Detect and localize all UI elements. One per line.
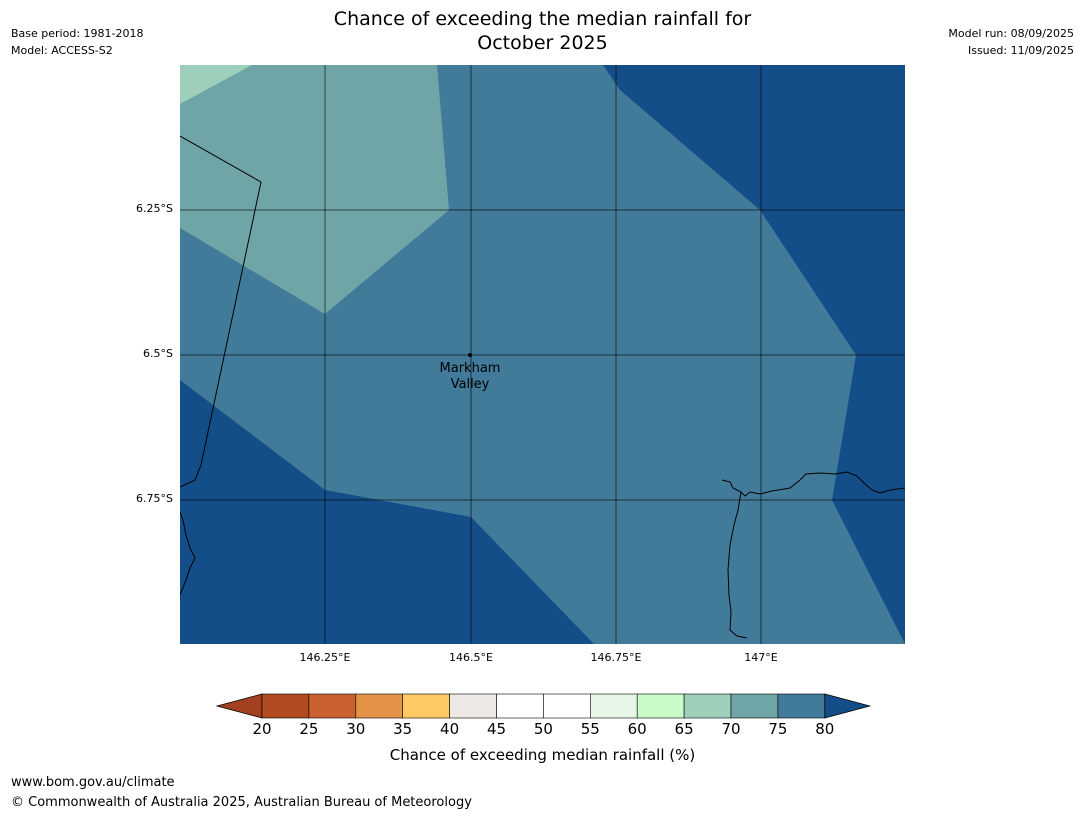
coastlines	[180, 135, 905, 639]
colorbar-swatch	[683, 693, 732, 719]
region-65-70	[180, 65, 252, 104]
colorbar-tick-label: 75	[768, 720, 788, 738]
lon-tick-146-75: 146.75°E	[590, 651, 642, 664]
lat-tick-6-5: 6.5°S	[143, 347, 173, 360]
colorbar-swatch	[636, 693, 685, 719]
colorbar-swatch	[543, 693, 591, 719]
lat-tick-6-75: 6.75°S	[136, 492, 173, 505]
colorbar-extend-high	[824, 693, 872, 719]
colorbar-swatch	[496, 693, 544, 719]
title-line-1: Chance of exceeding the median rainfall …	[333, 8, 752, 30]
title-line-2: October 2025	[477, 32, 608, 54]
colorbar-label: Chance of exceeding median rainfall (%)	[389, 746, 696, 764]
colorbar-tick-label: 30	[346, 720, 366, 738]
model-run-label: Model run: 08/09/2025	[948, 27, 1074, 40]
colorbar-tick-label: 40	[440, 720, 460, 738]
colorbar-swatches	[215, 693, 872, 719]
colorbar-tick-label: 70	[721, 720, 741, 738]
colorbar-tick-label: 60	[627, 720, 647, 738]
colorbar-extend-low	[215, 693, 263, 719]
coastline-west	[180, 511, 196, 596]
lon-tick-146-25: 146.25°E	[299, 651, 351, 664]
border-line	[180, 135, 262, 488]
coastline-east	[721, 471, 905, 497]
colorbar-tick-label: 55	[580, 720, 600, 738]
graticule	[180, 65, 905, 644]
colorbar-tick-label: 65	[674, 720, 694, 738]
colorbar-tick-label: 45	[486, 720, 507, 738]
colorbar-swatch	[589, 693, 638, 719]
region-80-plus-southwest	[180, 380, 594, 644]
region-70-75	[180, 65, 449, 314]
lon-tick-147: 147°E	[744, 651, 778, 664]
page-title: Chance of exceeding the median rainfall …	[0, 7, 1085, 55]
colorbar-tick-label: 50	[533, 720, 553, 738]
website-link[interactable]: www.bom.gov.au/climate	[11, 775, 175, 790]
place-label-line-2: Valley	[451, 377, 490, 392]
copyright-text: © Commonwealth of Australia 2025, Austra…	[11, 795, 472, 810]
model-label: Model: ACCESS-S2	[11, 44, 113, 57]
issued-label: Issued: 11/09/2025	[967, 44, 1074, 57]
colorbar-tick-label: 35	[393, 720, 413, 738]
colorbar-swatch	[308, 693, 357, 719]
place-label-line-1: Markham	[440, 361, 501, 376]
colorbar-swatch	[777, 693, 826, 719]
lat-tick-6-25: 6.25°S	[136, 202, 173, 215]
colorbar-tick-label: 20	[252, 720, 272, 738]
base-period-label: Base period: 1981-2018	[11, 27, 144, 40]
place-marker	[468, 353, 472, 357]
river-east	[727, 491, 748, 639]
colorbar-tick-label: 80	[815, 720, 835, 738]
colorbar-swatch	[402, 693, 450, 719]
colorbar-swatch	[449, 693, 497, 719]
colorbar-swatch	[261, 693, 310, 719]
colorbar-swatch	[730, 693, 779, 719]
colorbar-tick-label: 25	[299, 720, 319, 738]
colorbar-swatch	[355, 693, 403, 719]
lon-tick-146-5: 146.5°E	[449, 651, 493, 664]
